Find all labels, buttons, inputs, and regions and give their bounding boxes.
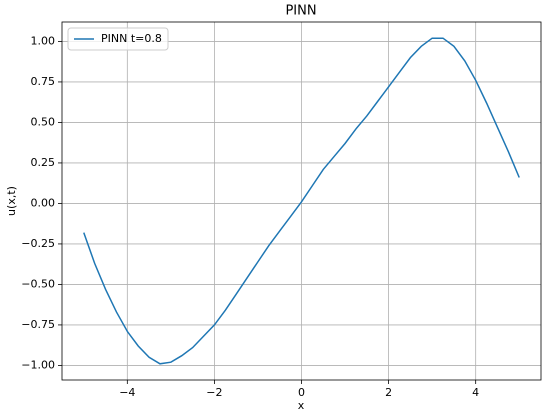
y-tick-label: −0.75 (21, 318, 55, 331)
chart-title: PINN (285, 4, 316, 19)
y-tick-label: 1.00 (31, 34, 56, 47)
y-tick-label: 0.50 (31, 115, 56, 128)
x-tick-label: −4 (119, 386, 135, 399)
y-tick-label: 0.00 (31, 196, 56, 209)
y-tick-label: −1.00 (21, 358, 55, 371)
y-tick-label: 0.25 (31, 156, 56, 169)
y-axis-label: u(x,t) (5, 186, 18, 216)
x-tick-label: 2 (385, 386, 392, 399)
y-tick-label: −0.25 (21, 237, 55, 250)
y-tick-label: 0.75 (31, 75, 56, 88)
legend-box (67, 27, 169, 51)
line-series (83, 37, 520, 365)
x-tick-label: 0 (298, 386, 305, 399)
legend: PINN t=0.8 (67, 27, 169, 51)
x-axis-label: x (298, 399, 305, 412)
y-tick-label: −0.50 (21, 277, 55, 290)
legend-label: PINN t=0.8 (101, 32, 162, 45)
x-tick-label: 4 (472, 386, 479, 399)
plot-frame (61, 21, 542, 381)
x-tick-label: −2 (206, 386, 222, 399)
